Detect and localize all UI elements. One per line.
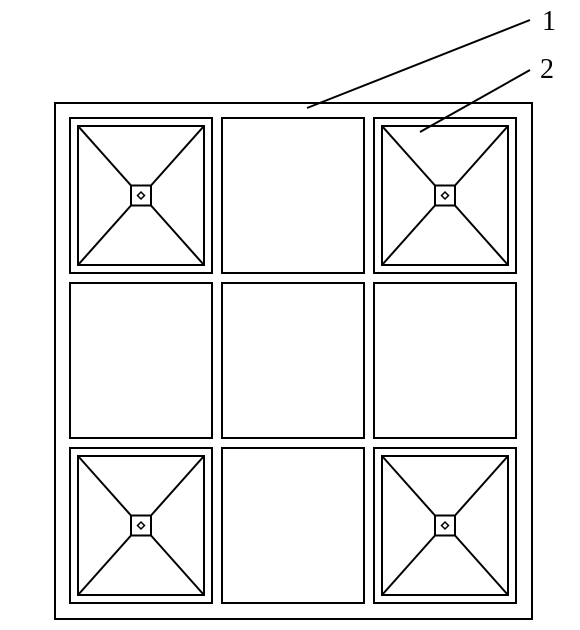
callout-label: 2 — [540, 54, 554, 85]
technical-diagram: 12 — [0, 0, 580, 630]
callout-label: 1 — [542, 6, 556, 37]
background — [0, 0, 580, 630]
